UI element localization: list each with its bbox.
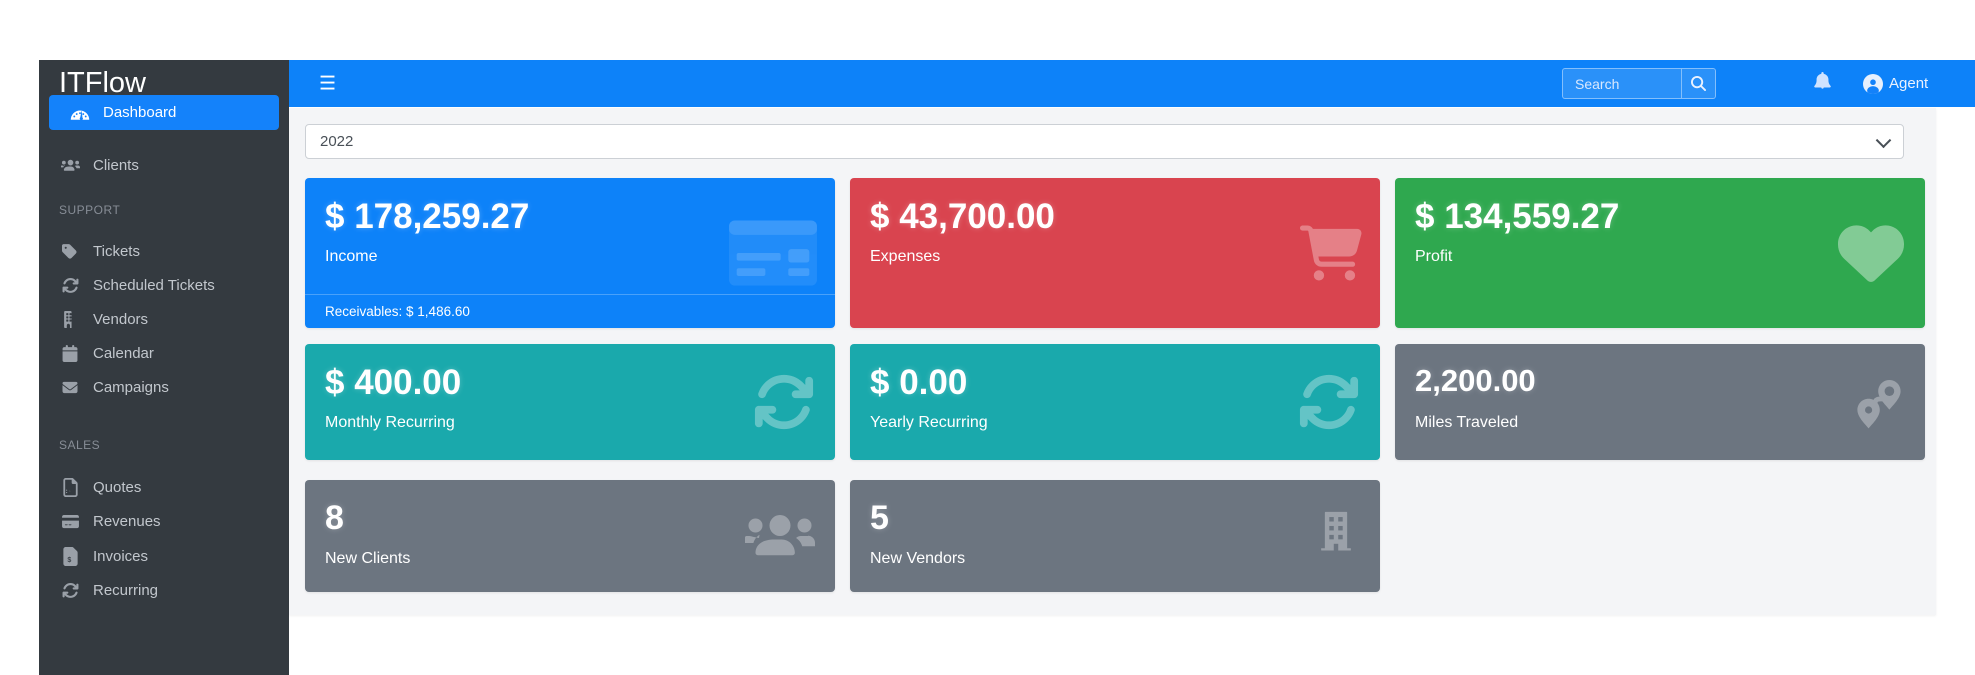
svg-text:$: $ bbox=[67, 557, 71, 564]
